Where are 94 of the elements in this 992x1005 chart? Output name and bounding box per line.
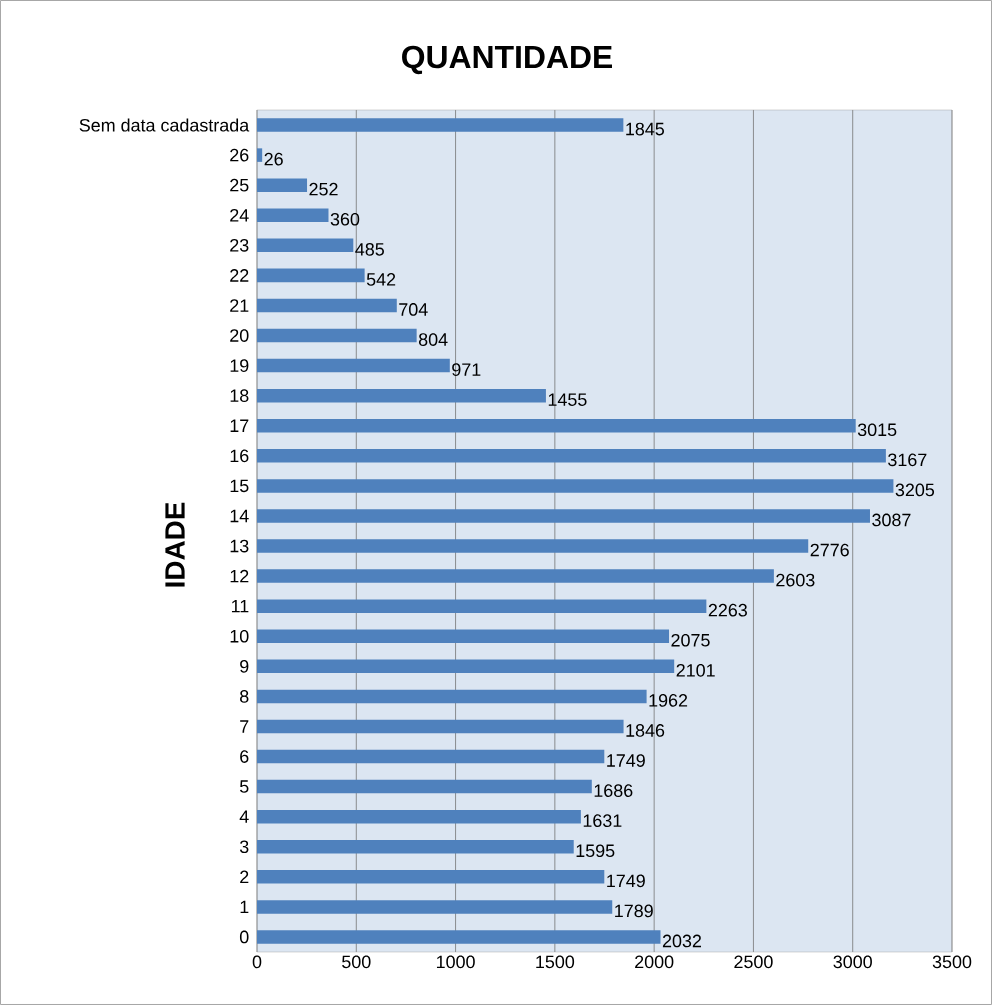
y-tick-label: 4 <box>239 810 249 823</box>
data-label: 485 <box>355 242 384 256</box>
data-label: 1631 <box>583 814 622 828</box>
bar <box>257 539 809 553</box>
data-label: 1455 <box>548 393 587 406</box>
bar <box>257 629 670 644</box>
y-tick-label: 17 <box>230 419 249 432</box>
y-axis-title: IDADE <box>165 502 185 587</box>
y-tick-label: 10 <box>230 629 249 643</box>
y-tick-label: 23 <box>230 238 249 252</box>
x-tick-label: 3000 <box>833 955 872 969</box>
data-label: 704 <box>399 303 428 316</box>
y-tick-label: 20 <box>230 329 249 342</box>
data-label: 1686 <box>594 784 633 797</box>
data-label: 2263 <box>708 603 747 617</box>
data-label: 542 <box>366 273 396 286</box>
x-tick-label: 1500 <box>536 955 575 969</box>
y-tick-label: 26 <box>230 148 249 162</box>
data-label: 1749 <box>607 874 645 888</box>
data-label: 1962 <box>649 694 688 707</box>
bar <box>257 509 870 523</box>
bar <box>257 268 365 283</box>
y-tick-label: 14 <box>230 509 249 523</box>
data-label: 2101 <box>676 663 715 677</box>
data-label: 3167 <box>888 453 927 467</box>
bar <box>257 238 354 253</box>
y-tick-label: 5 <box>239 780 249 793</box>
bar <box>257 118 624 132</box>
x-tick-label: 3500 <box>932 955 972 969</box>
data-label: 1789 <box>615 904 653 918</box>
bar <box>257 659 675 674</box>
data-label: 971 <box>452 363 481 376</box>
bar <box>257 689 647 704</box>
bar <box>257 900 613 914</box>
y-tick-label: 1 <box>240 900 249 914</box>
bar <box>257 870 605 884</box>
y-tick-label: 18 <box>230 389 249 403</box>
bar <box>257 298 397 313</box>
x-tick-label: 2000 <box>635 955 674 969</box>
bar <box>257 358 450 373</box>
y-tick-label: Sem data cadastrada <box>79 118 250 132</box>
data-label: 2603 <box>776 573 815 587</box>
y-tick-label: 8 <box>240 690 249 703</box>
y-tick-label: 13 <box>230 539 249 553</box>
x-tick-label: 2500 <box>734 955 773 969</box>
bar <box>257 479 894 493</box>
y-tick-label: 21 <box>230 299 249 312</box>
bar <box>257 809 581 824</box>
y-tick-label: 3 <box>239 840 249 854</box>
y-tick-label: 11 <box>231 600 249 613</box>
data-label: 1595 <box>576 844 615 858</box>
x-tick-label: 500 <box>342 955 371 969</box>
bar <box>257 599 707 613</box>
bar <box>257 449 886 463</box>
y-tick-label: 9 <box>240 659 249 673</box>
data-label: 1846 <box>626 724 665 737</box>
bar <box>257 930 661 944</box>
data-label: 2075 <box>671 633 710 647</box>
bar <box>257 178 308 192</box>
y-tick-label: 15 <box>230 479 249 493</box>
chart-title: QUANTIDADE <box>402 45 612 75</box>
bar <box>257 839 574 854</box>
y-tick-label: 7 <box>240 720 249 733</box>
x-tick-label: 0 <box>252 955 262 969</box>
data-label: 1749 <box>607 754 645 767</box>
y-tick-label: 22 <box>230 269 249 282</box>
bar <box>257 569 774 583</box>
data-label: 3087 <box>872 513 911 527</box>
bar <box>257 749 605 764</box>
y-tick-label: 12 <box>230 569 249 583</box>
x-tick-label: 1000 <box>436 955 475 969</box>
bar <box>257 779 592 794</box>
y-tick-label: 6 <box>240 750 249 763</box>
bar <box>257 208 329 223</box>
data-label: 2032 <box>662 934 702 948</box>
y-tick-label: 25 <box>230 178 249 192</box>
data-label: 804 <box>418 333 448 346</box>
y-tick-label: 0 <box>239 930 249 944</box>
bar <box>257 719 624 734</box>
data-label: 3015 <box>857 423 897 437</box>
y-tick-label: 2 <box>240 870 249 884</box>
bar <box>257 388 546 403</box>
data-label: 1845 <box>626 122 665 136</box>
data-label: 2776 <box>810 543 849 557</box>
y-tick-label: 24 <box>230 208 249 222</box>
bar <box>257 328 417 343</box>
y-tick-label: 19 <box>230 359 249 372</box>
data-label: 252 <box>309 182 338 196</box>
bar <box>257 148 263 162</box>
data-label: 360 <box>330 212 360 226</box>
y-tick-label: 16 <box>230 449 249 463</box>
data-label: 26 <box>264 152 283 166</box>
bar <box>257 418 856 433</box>
data-label: 3205 <box>895 483 935 497</box>
